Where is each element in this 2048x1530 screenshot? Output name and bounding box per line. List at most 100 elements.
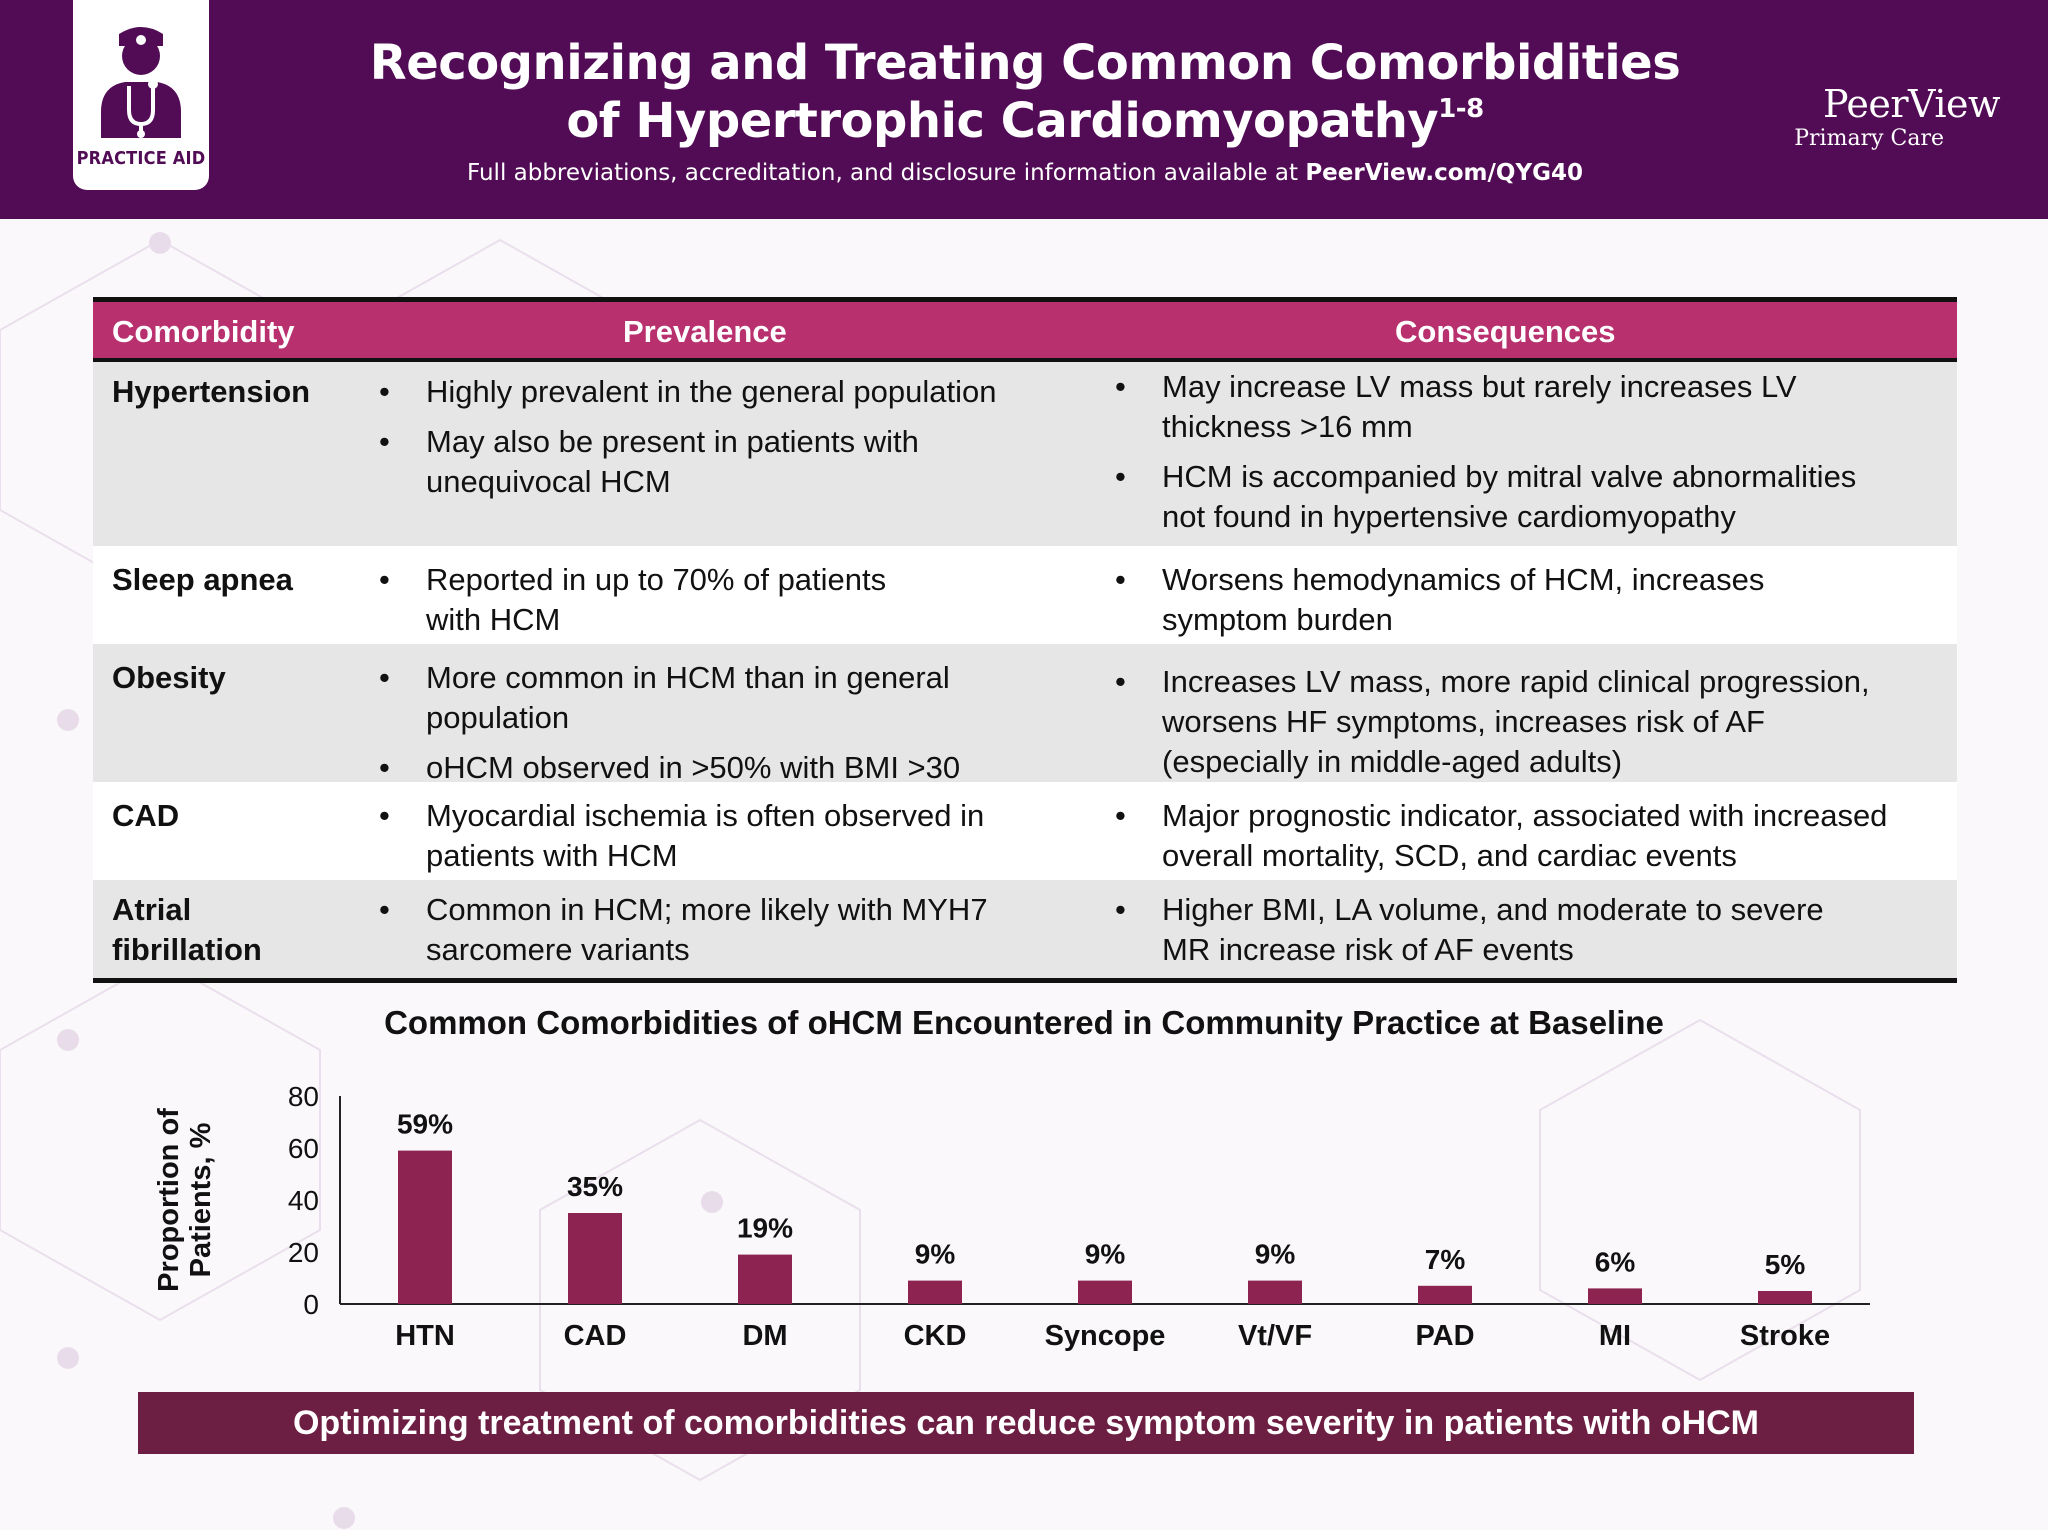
bullet-dot-icon: • xyxy=(1115,459,1126,494)
bullet-text-line: (especially in middle-aged adults) xyxy=(1162,744,1623,779)
x-category-label: Syncope xyxy=(1045,1320,1166,1352)
consequence-bullet: • May increase LV mass but rarely increas… xyxy=(1115,367,1955,447)
page-subtitle: Full abbreviations, accreditation, and d… xyxy=(360,160,1690,186)
x-category-label: CAD xyxy=(564,1320,627,1352)
table-row: Hypertension • Highly prevalent in the gen… xyxy=(93,362,1957,546)
bullet-dot-icon: • xyxy=(379,562,390,597)
prevalence-bullet: • Common in HCM; more likely with MYH7 sar… xyxy=(379,890,1139,970)
header-banner: PRACTICE AID Recognizing and Treating Co… xyxy=(0,0,2048,219)
y-axis-label: Proportion ofPatients, % xyxy=(153,1108,217,1292)
comorbidity-name: CAD xyxy=(112,796,179,836)
bullet-text-line: Myocardial ischemia is often observed in xyxy=(426,798,985,833)
brand-logo-subtitle: Primary Care xyxy=(1794,126,1944,151)
y-axis-label-line: Patients, % xyxy=(185,1122,217,1277)
bullet-text: More common in HCM than in general popula… xyxy=(426,658,950,738)
bullet-text-line: with HCM xyxy=(426,602,561,637)
bar-data-label: 9% xyxy=(915,1239,956,1270)
bar-data-label: 19% xyxy=(737,1213,793,1244)
consequence-bullet: • HCM is accompanied by mitral valve abno… xyxy=(1115,457,1955,537)
table-row: Atrial fibrillation • Common in HCM; more l… xyxy=(93,880,1957,978)
bullet-text: Higher BMI, LA volume, and moderate to s… xyxy=(1162,890,1824,970)
bar-data-label: 59% xyxy=(397,1109,453,1140)
bullet-text: oHCM observed in >50% with BMI >30 xyxy=(426,748,960,788)
comorbidity-name: Hypertension xyxy=(112,372,310,412)
bullet-text: Increases LV mass, more rapid clinical p… xyxy=(1162,662,1870,782)
comorbidity-name-line: Atrial xyxy=(112,892,192,927)
bullet-text-line: HCM is accompanied by mitral valve abnor… xyxy=(1162,459,1857,494)
table-row: Sleep apnea • Reported in up to 70% of pat… xyxy=(93,546,1957,644)
x-category-label: CKD xyxy=(904,1320,967,1352)
takeaway-banner: Optimizing treatment of comorbidities ca… xyxy=(138,1392,1914,1454)
x-category-label: DM xyxy=(742,1320,787,1352)
bullet-dot-icon: • xyxy=(1115,798,1126,833)
bullet-text: Common in HCM; more likely with MYH7 sarc… xyxy=(426,890,988,970)
chart-title: Common Comorbidities of oHCM Encountered… xyxy=(384,1004,1664,1041)
bar xyxy=(398,1150,452,1304)
prevalence-bullet: • Myocardial ischemia is often observed i… xyxy=(379,796,1139,876)
bullet-text-line: May also be present in patients with xyxy=(426,424,919,459)
bar xyxy=(908,1280,962,1304)
subtitle-link[interactable]: PeerView.com/QYG40 xyxy=(1305,160,1583,186)
comorbidity-name-line: CAD xyxy=(112,798,180,833)
bullet-text: May increase LV mass but rarely increase… xyxy=(1162,367,1797,447)
bullet-text-line: More common in HCM than in general xyxy=(426,660,950,695)
title-line-2-text: of Hypertrophic Cardiomyopathy xyxy=(566,93,1439,149)
table-header-row: Comorbidity Prevalence Consequences xyxy=(93,302,1957,362)
bullet-text: Worsens hemodynamics of HCM, increases sy… xyxy=(1162,560,1764,640)
bar xyxy=(568,1213,622,1304)
bar xyxy=(1588,1288,1642,1304)
bar-data-label: 5% xyxy=(1765,1249,1806,1280)
bullet-text-line: unequivocal HCM xyxy=(426,464,671,499)
bullet-dot-icon: • xyxy=(1115,562,1126,597)
bullet-text-line: sarcomere variants xyxy=(426,932,690,967)
badge-label: PRACTICE AID xyxy=(76,148,206,169)
practice-aid-badge: PRACTICE AID xyxy=(73,0,209,190)
title-line-1: Recognizing and Treating Common Comorbid… xyxy=(369,35,1681,91)
bullet-dot-icon: • xyxy=(1115,892,1126,927)
comorbidity-bar-chart: 0 20 40 60 80 Proportion ofPatients, % 59% HTN 3… xyxy=(153,1081,1870,1352)
bar-data-label: 9% xyxy=(1255,1239,1296,1270)
bullet-text: HCM is accompanied by mitral valve abnor… xyxy=(1162,457,1856,537)
y-tick-label: 20 xyxy=(288,1237,319,1268)
column-header-prevalence: Prevalence xyxy=(623,314,787,349)
bar xyxy=(738,1254,792,1304)
bullet-text-line: May increase LV mass but rarely increase… xyxy=(1162,369,1797,404)
bullet-dot-icon: • xyxy=(1115,369,1126,404)
y-tick-label: 40 xyxy=(288,1185,319,1216)
x-category-label: Vt/VF xyxy=(1238,1320,1312,1352)
bullet-dot-icon: • xyxy=(379,424,390,459)
prevalence-bullet: • May also be present in patients with une… xyxy=(379,422,1139,502)
bullet-dot-icon: • xyxy=(379,660,390,695)
bullet-text: May also be present in patients with uneq… xyxy=(426,422,919,502)
bar-data-label: 6% xyxy=(1595,1246,1636,1277)
consequence-bullet: • Major prognostic indicator, associated … xyxy=(1115,796,1955,876)
consequence-bullet: • Worsens hemodynamics of HCM, increases s… xyxy=(1115,560,1955,640)
bullet-text: Reported in up to 70% of patients with HC… xyxy=(426,560,886,640)
table-body: Hypertension • Highly prevalent in the gen… xyxy=(93,362,1957,978)
bullet-text-line: Highly prevalent in the general populati… xyxy=(426,374,997,409)
bar-data-label: 7% xyxy=(1425,1244,1466,1275)
bullet-text-line: symptom burden xyxy=(1162,602,1393,637)
bullet-text: Major prognostic indicator, associated w… xyxy=(1162,796,1887,876)
bar xyxy=(1248,1280,1302,1304)
bullet-text-line: not found in hypertensive cardiomyopathy xyxy=(1162,499,1736,534)
bar xyxy=(1078,1280,1132,1304)
comorbidity-name: Obesity xyxy=(112,658,226,698)
bullet-dot-icon: • xyxy=(379,750,390,785)
takeaway-text: Optimizing treatment of comorbidities ca… xyxy=(292,1404,1760,1442)
bullet-dot-icon: • xyxy=(1115,664,1126,699)
bullet-text-line: Major prognostic indicator, associated w… xyxy=(1162,798,1888,833)
y-axis-label-line: Proportion of xyxy=(153,1108,185,1292)
bar-data-label: 35% xyxy=(567,1171,623,1202)
bullet-text-line: worsens HF symptoms, increases risk of A… xyxy=(1162,704,1765,739)
column-header-consequences: Consequences xyxy=(1395,314,1616,349)
x-category-label: MI xyxy=(1599,1320,1631,1352)
subtitle-text: Full abbreviations, accreditation, and d… xyxy=(467,160,1306,186)
comorbidity-table: Comorbidity Prevalence Consequences Hype… xyxy=(93,297,1957,983)
bullet-text-line: thickness >16 mm xyxy=(1162,409,1413,444)
bullet-dot-icon: • xyxy=(379,374,390,409)
bullet-text-line: overall mortality, SCD, and cardiac even… xyxy=(1162,838,1737,873)
bar-data-label: 9% xyxy=(1085,1239,1126,1270)
bullet-dot-icon: • xyxy=(379,892,390,927)
x-category-label: HTN xyxy=(395,1320,455,1352)
